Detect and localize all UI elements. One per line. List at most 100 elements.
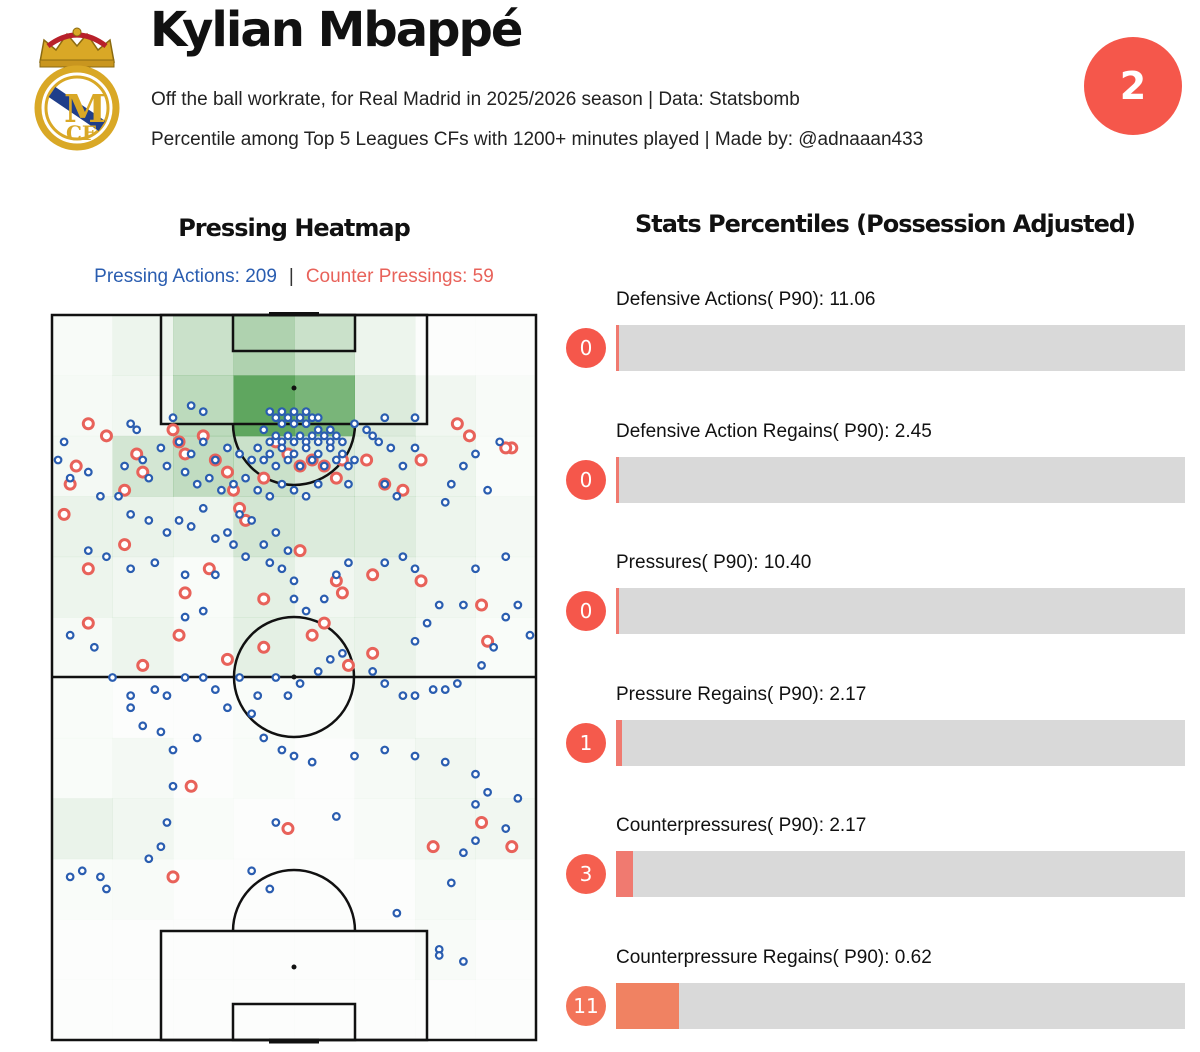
heat-cell <box>476 678 537 739</box>
heat-cell <box>52 738 113 799</box>
counter-pressing-point <box>426 840 440 854</box>
heat-cell <box>415 980 476 1041</box>
pressing-action-point <box>471 836 480 846</box>
counter-pressing-point <box>481 634 495 648</box>
pressing-action-point <box>174 516 184 525</box>
pressing-action-point <box>289 437 299 447</box>
heat-cell <box>354 496 416 558</box>
pressing-action-point <box>289 407 299 417</box>
heat-cell <box>113 919 174 980</box>
heatmap-title: Pressing Heatmap <box>178 214 411 242</box>
heat-cell <box>476 980 537 1041</box>
pressing-action-point <box>392 491 402 501</box>
stat-row: Counterpressure Regains( P90): 0.62 11 <box>566 947 1186 1047</box>
pressing-action-point <box>313 425 323 435</box>
pressing-action-point <box>440 685 450 694</box>
svg-text:M: M <box>64 86 106 131</box>
stat-bar-fill <box>616 325 619 371</box>
pressing-action-point <box>283 431 293 441</box>
pressing-action-point <box>253 485 263 495</box>
stat-percentile-badge: 3 <box>566 854 606 894</box>
counter-pressing-point <box>130 447 144 461</box>
pressing-action-point <box>283 413 293 423</box>
counter-pressing-point <box>396 483 410 497</box>
pressing-action-point <box>446 878 456 888</box>
counter-pressing-point <box>178 586 192 600</box>
pressing-action-point <box>192 733 202 743</box>
pressing-action-point <box>410 636 420 646</box>
pressing-action-point <box>150 685 160 694</box>
counter-pressing-point <box>166 423 180 437</box>
pressing-action-point <box>307 455 317 465</box>
pressing-action-point <box>108 673 117 682</box>
pressing-action-point <box>301 606 311 616</box>
pressing-action-point <box>229 479 238 489</box>
pressing-action-point <box>495 437 505 447</box>
pressing-action-point <box>96 872 105 882</box>
pressing-action-point <box>331 812 341 821</box>
stat-bar-fill <box>616 457 619 503</box>
pressing-action-point <box>247 455 257 465</box>
pressing-action-point <box>144 473 154 483</box>
pressing-action-point <box>180 612 190 622</box>
stat-bar-track <box>616 588 1185 634</box>
pressing-action-points <box>53 401 535 966</box>
counter-pressing-point <box>329 471 343 485</box>
stat-label: Counterpressure Regains( P90): 0.62 <box>616 947 932 968</box>
heat-cell <box>354 315 416 376</box>
counter-pressing-point <box>317 616 331 630</box>
pressing-action-point <box>65 630 75 640</box>
legend-separator: | <box>288 266 294 287</box>
pressing-action-point <box>271 431 281 441</box>
stat-bar-track <box>616 457 1185 503</box>
pressing-action-point <box>350 419 359 429</box>
heatmap-legend: Pressing Actions: 209 | Counter Pressings:… <box>50 266 538 288</box>
pressing-action-point <box>410 443 420 453</box>
counter-pressing-point <box>172 628 186 642</box>
counter-pressing-point <box>414 453 428 467</box>
pressing-action-point <box>301 407 311 417</box>
heat-cell <box>112 737 174 799</box>
pressing-action-point <box>319 461 329 471</box>
pressing-action-point <box>483 787 493 797</box>
counter-pressing-point <box>220 652 234 666</box>
pressing-action-point <box>126 509 136 519</box>
stat-row: Counterpressures( P90): 2.17 3 <box>566 815 1186 915</box>
pressing-action-point <box>368 667 378 676</box>
pressing-action-point <box>301 419 311 429</box>
player-name-title: Kylian Mbappé <box>150 2 523 58</box>
pressing-action-point <box>459 957 468 966</box>
pressing-action-point <box>89 642 99 652</box>
heat-cell <box>234 859 295 920</box>
pressing-action-point <box>126 691 136 701</box>
pressing-action-point <box>452 679 462 688</box>
counter-pressing-point <box>475 816 489 829</box>
heat-cell <box>113 859 174 920</box>
pressing-action-point <box>235 449 244 459</box>
heat-cell <box>294 738 355 799</box>
stat-row: Defensive Action Regains( P90): 2.45 0 <box>566 421 1186 521</box>
counter-pressing-point <box>281 822 295 836</box>
heat-cell <box>355 798 416 859</box>
pressing-action-point <box>126 564 136 574</box>
pressing-action-point <box>259 425 269 435</box>
pressing-action-point <box>350 751 359 761</box>
pressing-action-point <box>350 455 359 465</box>
pressing-action-point <box>301 443 311 453</box>
pressing-action-point <box>313 413 323 423</box>
pressing-action-point <box>398 691 408 701</box>
pressing-action-point <box>168 745 178 755</box>
chart-subtitle: Off the ball workrate, for Real Madrid i… <box>151 89 800 110</box>
pressing-action-point <box>410 413 420 423</box>
pressing-action-point <box>513 793 523 803</box>
pressing-action-point <box>132 425 142 435</box>
counter-pressing-point <box>414 574 428 588</box>
heat-cell <box>233 556 295 618</box>
heat-cell <box>112 375 174 437</box>
pressing-action-point <box>501 612 511 622</box>
pressing-action-point <box>168 781 178 791</box>
pressing-action-point <box>126 419 136 429</box>
pressing-action-point <box>295 461 305 471</box>
stat-percentile-badge: 0 <box>566 460 606 500</box>
heat-cell <box>294 980 355 1041</box>
